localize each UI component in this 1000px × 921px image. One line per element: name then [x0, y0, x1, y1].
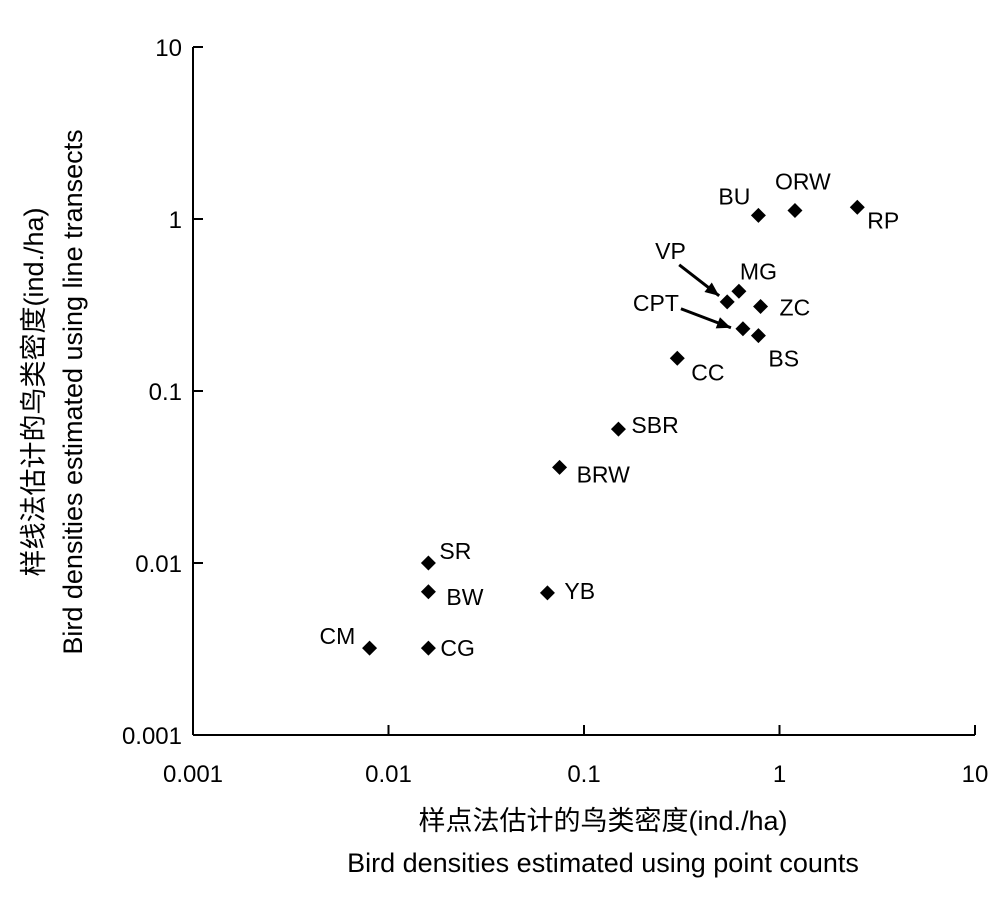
ticks: 0.001 0.01 0.1 1 10 0.001 0.01 0.1 1 10: [122, 35, 988, 788]
label-bw: BW: [446, 584, 483, 610]
point-yb: [539, 585, 555, 601]
label-brw: BRW: [577, 461, 631, 487]
point-cc: [669, 350, 685, 366]
point-orw: [787, 203, 803, 219]
cpt-arrow-head: [715, 317, 731, 329]
label-vp: VP: [655, 238, 686, 264]
y-tick-label: 10: [155, 35, 182, 62]
y-tick-label: 0.1: [149, 379, 182, 406]
x-axis-title-zh: 样点法估计的鸟类密度(ind./ha): [418, 806, 787, 836]
point-sbr: [610, 421, 626, 437]
data-points: [362, 199, 865, 656]
point-cg: [420, 640, 436, 656]
label-cpt: CPT: [633, 290, 679, 316]
label-mg: MG: [740, 258, 777, 284]
label-bs: BS: [768, 346, 799, 372]
label-bu: BU: [718, 183, 750, 209]
y-axis-title-en: Bird densities estimated using line tran…: [58, 129, 88, 654]
label-cm: CM: [320, 623, 356, 649]
annotation-arrows: [678, 263, 732, 330]
point-brw: [552, 459, 568, 475]
x-tick-label: 0.01: [365, 761, 412, 788]
label-rp: RP: [867, 207, 899, 233]
point-vp: [719, 294, 735, 310]
label-zc: ZC: [780, 294, 811, 320]
x-tick-label: 0.001: [163, 761, 223, 788]
x-tick-label: 1: [773, 761, 786, 788]
point-mg: [731, 283, 747, 299]
point-cm: [362, 640, 378, 656]
y-tick-label: 0.01: [135, 551, 182, 578]
point-cpt: [735, 321, 751, 337]
label-orw: ORW: [775, 169, 831, 195]
point-bw: [420, 584, 436, 600]
label-cg: CG: [440, 635, 475, 661]
y-tick-label: 0.001: [122, 723, 182, 750]
label-sbr: SBR: [631, 412, 678, 438]
point-bu: [750, 207, 766, 223]
label-cc: CC: [691, 359, 724, 385]
point-rp: [849, 199, 865, 215]
point-bs: [750, 328, 766, 344]
point-zc: [753, 298, 769, 314]
vp-arrow-head: [704, 282, 720, 296]
point-sr: [420, 555, 436, 571]
x-axis-title-en: Bird densities estimated using point cou…: [347, 848, 859, 878]
y-tick-label: 1: [169, 207, 182, 234]
axes: [192, 47, 975, 736]
label-sr: SR: [439, 538, 471, 564]
y-axis-title-zh: 样线法估计的鸟类密度(ind./ha): [19, 207, 49, 576]
x-tick-label: 0.1: [567, 761, 600, 788]
x-tick-label: 10: [962, 761, 989, 788]
label-yb: YB: [564, 578, 595, 604]
